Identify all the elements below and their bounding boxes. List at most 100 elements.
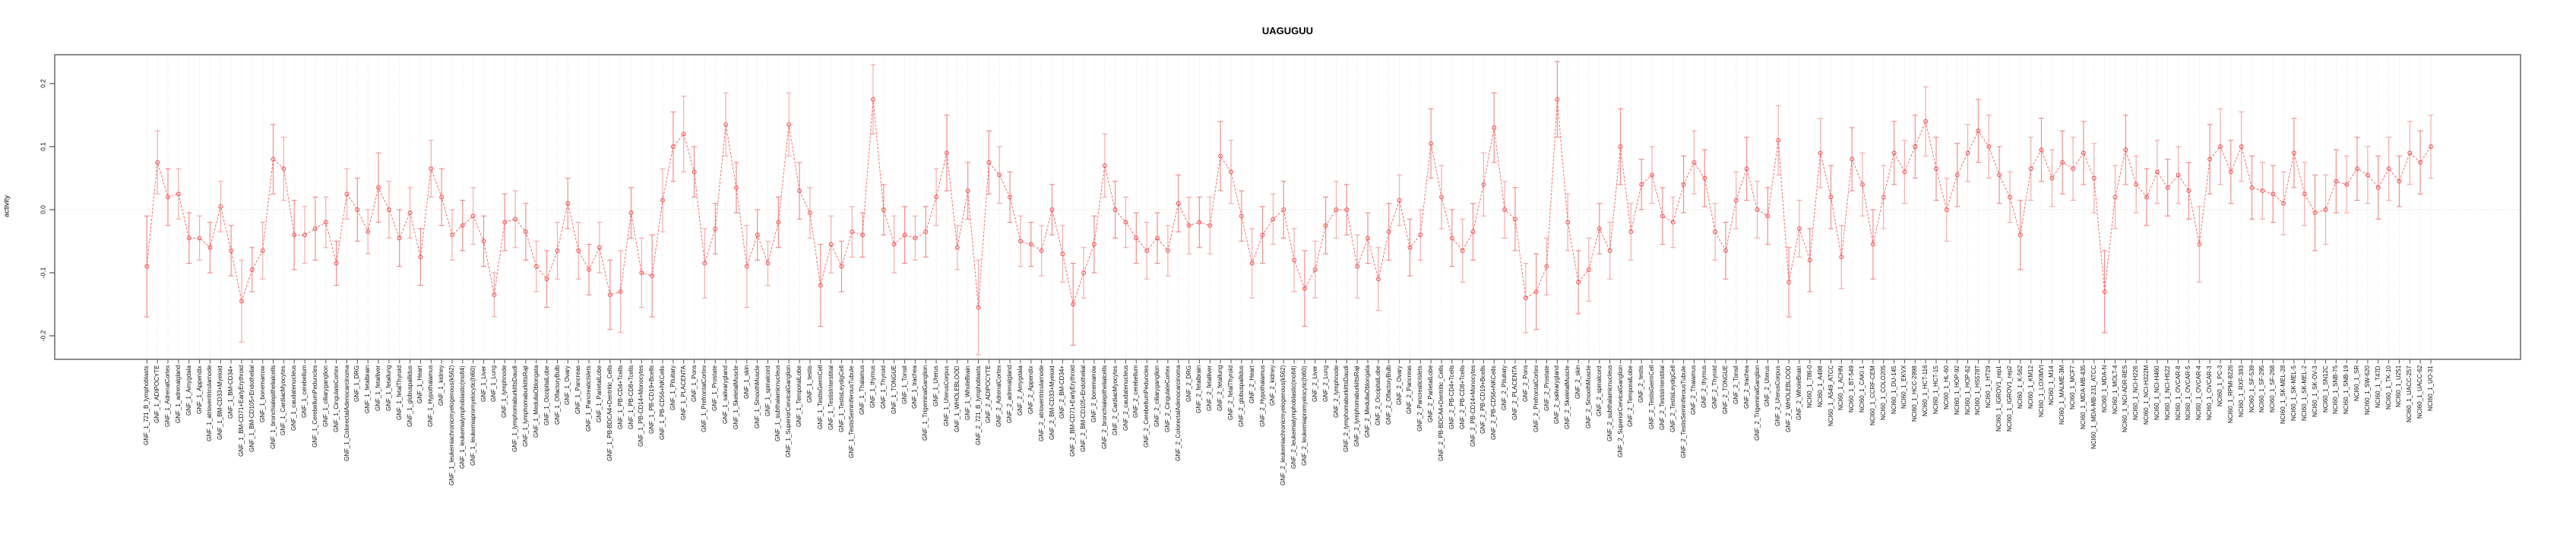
data-point [207,245,213,250]
data-point [2186,188,2191,194]
x-axis-label: NCI60_1_SK-MEL-28 [2280,365,2287,425]
data-point [1839,255,1844,260]
chart-title: UAGUGUU [1261,25,1314,36]
data-point [176,191,181,197]
data-point [576,248,581,253]
data-point [776,220,781,225]
data-point [2071,166,2076,172]
data-point [1986,144,1992,149]
data-point [2323,207,2328,212]
x-axis-label: GNF_2_Thalamus [1690,365,1698,416]
x-axis-label: GNF_1_SmoothMuscle [753,365,761,429]
x-axis-label: NCI60_1_ACHN [1837,365,1845,410]
data-point [2418,160,2423,165]
data-point [2060,160,2065,165]
x-axis-label: GNF_1_ColorectalAdenocarcinoma [343,365,350,462]
x-axis-label: NCI60_1_NCI-H322M [2143,365,2150,425]
data-point [460,223,465,228]
data-point [166,194,170,200]
data-point [1334,207,1339,212]
x-axis-label: GNF_2_PB-CD4+Tcells [1448,365,1455,430]
x-axis-label: GNF_1_UterusCorpus [943,365,950,426]
data-point [1660,213,1665,219]
data-point [2271,191,2276,197]
data-point [2302,191,2307,197]
x-axis-label: GNF_1_fetalliver [375,365,381,412]
data-point [1913,144,1918,149]
x-axis-label: GNF_2_fetalliver [1206,365,1214,412]
data-point [2312,210,2318,216]
data-point [1796,226,1802,231]
x-axis-label: GNF_2_Prostate [1543,365,1550,412]
x-axis-label: GNF_1_subthalamicnucleus [774,365,782,442]
data-point [281,166,286,172]
x-axis-label: NCI60_1_LOXIMVI [2037,365,2045,418]
data-point [1786,280,1792,285]
x-axis-label: GNF_2_bronchialepithelialcells [1100,365,1108,450]
data-point [1186,223,1191,228]
data-point [713,226,718,231]
data-point [1597,226,1602,231]
x-axis-label: NCI60_1_SNB-19 [2343,365,2350,415]
x-axis-label: GNF_1_PLACENTA [679,365,687,420]
data-point [1366,236,1370,241]
data-point [1439,194,1444,200]
data-point [2123,147,2128,153]
data-point [366,229,371,235]
x-axis-label: GNF_1_BM-CD33+Myeloid [217,365,224,440]
data-point [450,232,454,238]
x-axis-label: NCI60_1_UO-31 [2427,365,2434,411]
data-point [1565,220,1571,225]
data-point [945,150,949,156]
x-axis-label: GNF_1_skin [742,365,750,400]
x-axis-label: GNF_1_TestisInterstitial [827,365,834,430]
x-axis-label: GNF_1_SkeletalMuscle [733,365,739,430]
x-axis-label: GNF_1_adrenalgland [174,365,182,424]
data-point [1102,163,1107,168]
data-point [1375,277,1381,282]
data-point [1828,194,1834,200]
x-axis-label: GNF_1_WholeBrain [964,365,971,420]
data-point [397,236,402,241]
x-axis-label: GNF_2_TrigeminalGanglion [1753,365,1761,441]
data-point [565,201,571,206]
x-axis-label: GNF_1_OccipitalLobe [543,365,550,425]
data-point [1386,229,1391,235]
data-point [470,213,476,219]
x-axis-label: GNF_2_PLACENTA [1511,365,1518,420]
x-axis-label: GNF_1_AdrenalCortex [164,365,171,428]
x-axis-label: GNF_2_Uterus [1764,365,1771,406]
data-point [1576,280,1581,285]
data-point [1997,172,2002,178]
data-point [1155,236,1160,241]
data-point [1818,150,1823,156]
y-tick-label: 0.1 [39,142,46,151]
data-point [334,261,339,266]
data-point [2407,150,2413,156]
x-axis-label: GNF_1_fetallung [385,365,392,412]
x-axis-label: GNF_2_TestisInterstitial [1658,365,1666,430]
x-axis-label: GNF_1_Pancreas [574,365,582,415]
x-axis-label: GNF_1_Appendix [195,365,203,414]
x-axis-label: GNF_2_leukemiapromyelocytic(hl60) [1300,365,1308,466]
data-point [765,261,771,266]
data-point [249,267,255,272]
x-axis-label: GNF_2_salivarygland [1553,365,1561,424]
data-point [1502,207,1508,212]
data-point [1008,194,1013,200]
data-point [407,210,413,216]
x-axis-label: GNF_2_WholeBrain [1795,365,1802,420]
x-axis-label: GNF_1_cerebellum [301,365,309,419]
x-axis-label: GNF_1_leukemiapromyelocytic(hl60) [469,365,476,466]
x-axis-label: GNF_2_MedullaOblongata [1364,365,1371,438]
x-axis-label: GNF_2_atrioventricularnode [1037,365,1045,442]
x-axis-label: NCI60_1_SK-MEL-5 [2290,365,2297,421]
data-point [1670,220,1676,225]
data-point [1292,258,1297,263]
plot-box [54,54,2521,360]
x-axis-label: GNF_2_fetalThyroid [1227,365,1234,421]
data-point [1091,242,1097,247]
data-point [923,229,929,235]
data-point [650,274,655,279]
x-axis-label: GNF_2_ADIPOCYTE [985,365,992,424]
